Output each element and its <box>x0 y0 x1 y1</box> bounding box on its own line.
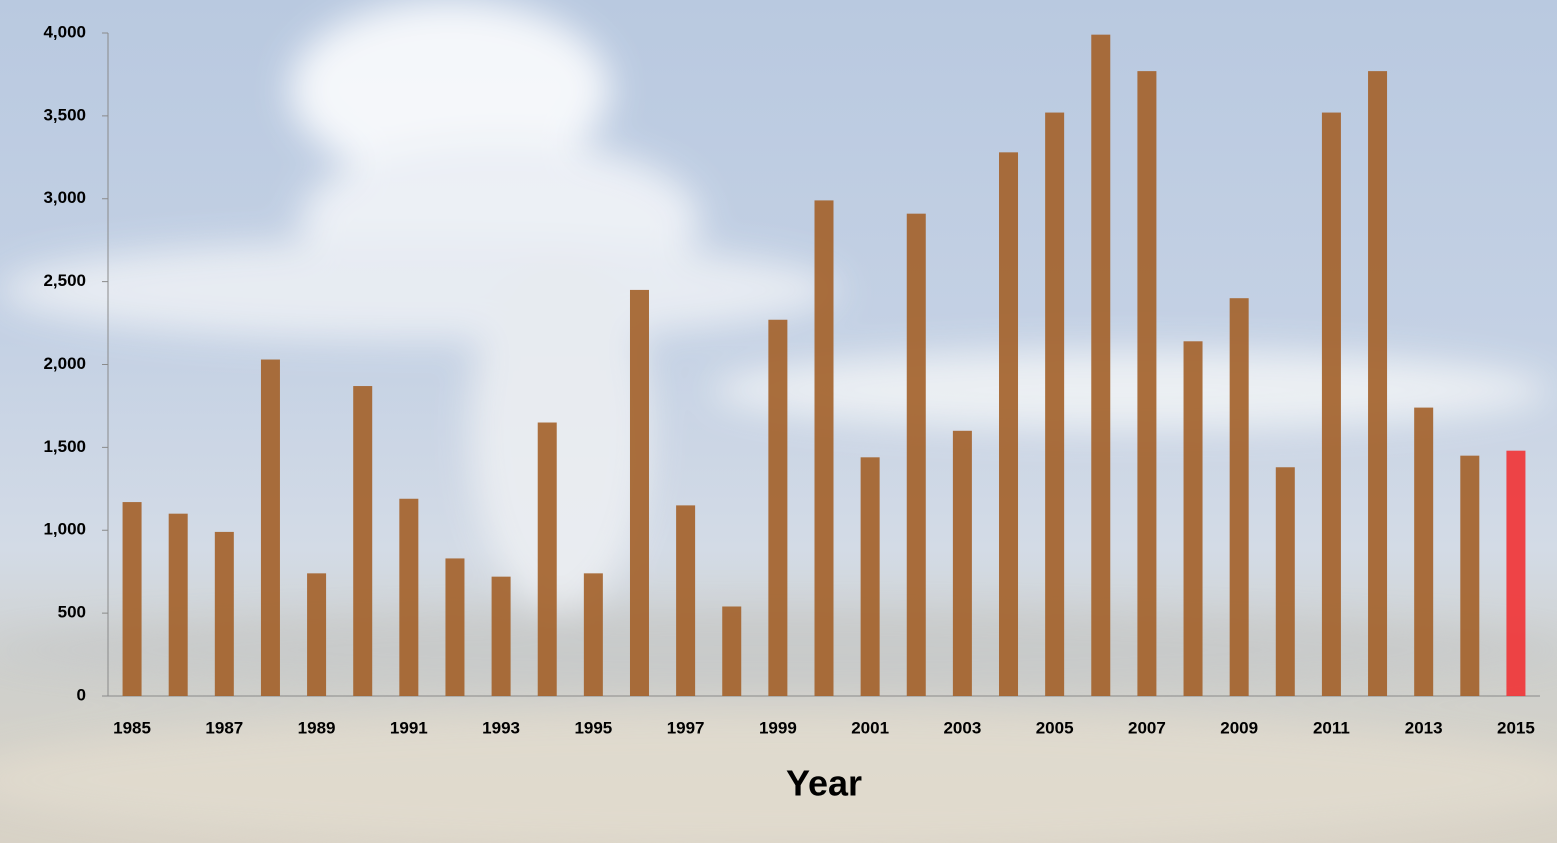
bar <box>1275 467 1295 696</box>
y-tick-label: 1,500 <box>43 437 86 456</box>
bar <box>1045 112 1065 696</box>
x-tick-label: 1991 <box>390 718 428 737</box>
bar <box>537 422 557 696</box>
bar <box>860 457 880 696</box>
y-tick-label: 0 <box>77 685 86 704</box>
bar <box>1229 298 1249 696</box>
bar <box>307 573 327 696</box>
bar <box>906 213 926 697</box>
x-tick-label: 1987 <box>205 718 243 737</box>
y-tick-label: 4,000 <box>43 22 86 41</box>
bar <box>722 606 742 696</box>
x-tick-label: 1997 <box>667 718 705 737</box>
bar <box>214 531 234 696</box>
bar <box>952 430 972 696</box>
bar <box>399 498 419 696</box>
bar <box>1414 407 1434 696</box>
x-tick-label: 2007 <box>1128 718 1166 737</box>
bar <box>999 152 1019 697</box>
y-tick-label: 1,000 <box>43 520 86 539</box>
x-tick-label: 2003 <box>943 718 981 737</box>
x-tick-label: 1985 <box>113 718 151 737</box>
x-tick-label: 2011 <box>1313 718 1350 737</box>
bar <box>1137 71 1157 696</box>
bar <box>445 558 465 696</box>
x-tick-label: 1995 <box>574 718 612 737</box>
bar <box>583 573 603 696</box>
bar <box>1506 450 1526 696</box>
bar <box>353 386 373 696</box>
bar <box>1321 112 1341 696</box>
bar <box>768 319 788 696</box>
y-tick-label: 3,000 <box>43 188 86 207</box>
x-tick-label: 2009 <box>1220 718 1258 737</box>
bar <box>676 505 696 696</box>
y-tick-label: 500 <box>58 603 86 622</box>
x-tick-label: 2013 <box>1405 718 1443 737</box>
y-tick-label: 2,500 <box>43 271 86 290</box>
x-tick-label: 2015 <box>1497 718 1535 737</box>
x-tick-label: 1999 <box>759 718 797 737</box>
bar <box>814 200 834 696</box>
bar <box>168 513 188 696</box>
x-tick-label: 2001 <box>851 718 889 737</box>
x-tick-label: 1989 <box>298 718 336 737</box>
x-tick-label: 1993 <box>482 718 520 737</box>
y-tick-label: 3,500 <box>43 105 86 124</box>
bar <box>1460 455 1480 696</box>
y-tick-label: 2,000 <box>43 354 86 373</box>
bar <box>629 289 649 696</box>
bar <box>260 359 280 696</box>
x-tick-label: 2005 <box>1036 718 1074 737</box>
bar <box>1368 71 1388 696</box>
bar <box>1091 34 1111 697</box>
bar <box>1183 341 1203 696</box>
bar <box>491 576 511 696</box>
x-axis-title: Year <box>786 763 862 804</box>
bar <box>122 502 142 696</box>
